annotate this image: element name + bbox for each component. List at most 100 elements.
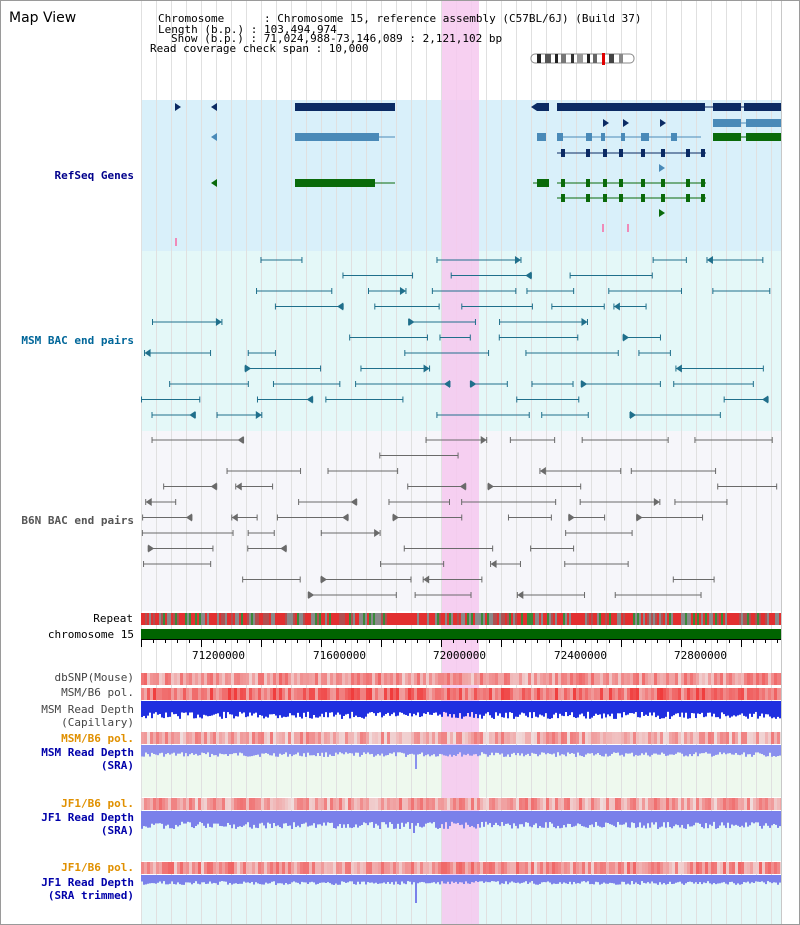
msm-read-depth-capillary-label[interactable]: MSM Read Depth (Capillary): [41, 703, 134, 729]
heat-cell: [525, 688, 528, 700]
heat-cell: [150, 862, 153, 874]
depth-bar: [597, 701, 599, 715]
jf1-read-depth-sra-plot[interactable]: [141, 811, 781, 836]
strand-arrow: [623, 119, 629, 127]
depth-bar: [555, 701, 557, 713]
depth-bar: [667, 875, 669, 884]
dbsnp-label[interactable]: dbSNP(Mouse): [54, 671, 134, 684]
depth-bar: [725, 701, 727, 717]
depth-bar: [199, 701, 201, 718]
depth-bar: [409, 875, 411, 882]
depth-bar: [271, 745, 273, 756]
depth-bar: [607, 811, 609, 823]
heat-cell: [315, 688, 318, 700]
depth-bar: [693, 745, 695, 755]
repeat-segment: [599, 613, 601, 625]
depth-bar: [187, 811, 189, 822]
b6n-bac-end-pairs-track[interactable]: [141, 431, 781, 611]
heat-cell: [732, 732, 735, 744]
msm-bac-end-pairs-label[interactable]: MSM BAC end pairs: [21, 334, 134, 347]
selected-region-highlight[interactable]: [442, 1, 479, 924]
strand-arrow: [762, 395, 769, 404]
gene-exon: [641, 149, 645, 157]
repeat-track[interactable]: [141, 613, 781, 625]
depth-bar: [281, 745, 283, 755]
heat-cell: [717, 673, 720, 685]
depth-bar: [611, 811, 613, 825]
chromosome-ideogram[interactable]: [529, 52, 637, 66]
msm-b6-pol-heat-strip-2[interactable]: [141, 732, 781, 744]
depth-bar: [633, 875, 635, 885]
depth-bar: [721, 811, 723, 823]
jf1-b6-pol-label-2[interactable]: JF1/B6 pol.: [61, 861, 134, 874]
depth-bar: [629, 745, 631, 754]
depth-bar: [775, 701, 777, 719]
heat-cell: [519, 688, 522, 700]
depth-bar: [635, 811, 637, 828]
heat-cell: [237, 732, 240, 744]
heat-cell: [741, 732, 744, 744]
jf1-b6-pol-label-1[interactable]: JF1/B6 pol.: [61, 797, 134, 810]
depth-bar: [579, 745, 581, 756]
depth-bar: [567, 811, 569, 824]
dbsnp-heat-strip[interactable]: [141, 673, 781, 685]
chromosome-info: Chromosome : Chromosome 15, reference as…: [158, 12, 642, 25]
depth-bar: [205, 701, 207, 716]
heat-cell: [621, 688, 624, 700]
heat-cell: [477, 732, 480, 744]
refseq-genes-track[interactable]: [141, 100, 781, 251]
refseq-genes-label[interactable]: RefSeq Genes: [54, 169, 134, 182]
msm-b6-pol-label-1[interactable]: MSM/B6 pol.: [61, 686, 134, 699]
heat-cell: [702, 798, 705, 810]
heat-cell: [336, 862, 339, 874]
heat-cell: [276, 798, 279, 810]
repeat-segment: [197, 613, 199, 625]
depth-bar: [423, 701, 425, 714]
jf1-b6-pol-heat-strip[interactable]: [141, 798, 781, 810]
heat-cell: [696, 798, 699, 810]
msm-read-depth-capillary-plot[interactable]: [141, 701, 781, 731]
heat-cell: [279, 688, 282, 700]
heat-cell: [642, 732, 645, 744]
heat-cell: [387, 688, 390, 700]
heat-cell: [732, 798, 735, 810]
msm-b6-pol-heat-strip[interactable]: [141, 688, 781, 700]
depth-bar: [253, 875, 255, 885]
heat-cell: [168, 798, 171, 810]
depth-bar: [779, 875, 781, 883]
heat-cell: [222, 688, 225, 700]
repeat-segment: [517, 613, 519, 625]
depth-bar: [605, 875, 607, 884]
heat-cell: [480, 673, 483, 685]
depth-bar: [767, 701, 769, 715]
msm-read-depth-sra-plot[interactable]: [141, 745, 781, 775]
depth-bar: [469, 811, 471, 827]
depth-bar: [379, 811, 381, 829]
depth-bar: [541, 811, 543, 828]
heat-cell: [462, 862, 465, 874]
heat-cell: [297, 862, 300, 874]
jf1-read-depth-sra-label[interactable]: JF1 Read Depth (SRA): [41, 811, 134, 837]
depth-bar: [333, 875, 335, 885]
heat-cell: [267, 688, 270, 700]
heat-cell: [390, 798, 393, 810]
jf1-read-depth-trimmed-label[interactable]: JF1 Read Depth (SRA trimmed): [41, 876, 134, 902]
b6n-bac-end-pairs-label[interactable]: B6N BAC end pairs: [21, 514, 134, 527]
depth-bar: [161, 745, 163, 753]
msm-b6-pol-label-2[interactable]: MSM/B6 pol.: [61, 732, 134, 745]
repeat-segment: [563, 613, 565, 625]
heat-cell: [366, 732, 369, 744]
depth-bar: [649, 701, 651, 713]
msm-bac-end-pairs-track[interactable]: [141, 251, 781, 431]
jf1-b6-pol-heat-strip-2[interactable]: [141, 862, 781, 874]
heat-cell: [357, 732, 360, 744]
jf1-read-depth-trimmed-plot[interactable]: [141, 875, 781, 905]
repeat-segment: [571, 613, 573, 625]
repeat-segment: [445, 613, 447, 625]
heat-cell: [312, 732, 315, 744]
heat-cell: [150, 732, 153, 744]
depth-bar: [633, 745, 635, 757]
heat-cell: [516, 688, 519, 700]
heat-cell: [495, 798, 498, 810]
msm-read-depth-sra-label[interactable]: MSM Read Depth (SRA): [41, 746, 134, 772]
